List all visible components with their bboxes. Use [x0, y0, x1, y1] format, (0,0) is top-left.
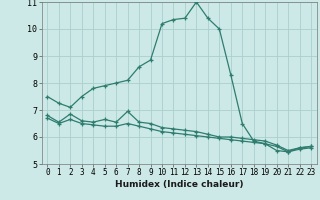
X-axis label: Humidex (Indice chaleur): Humidex (Indice chaleur) — [115, 180, 244, 189]
